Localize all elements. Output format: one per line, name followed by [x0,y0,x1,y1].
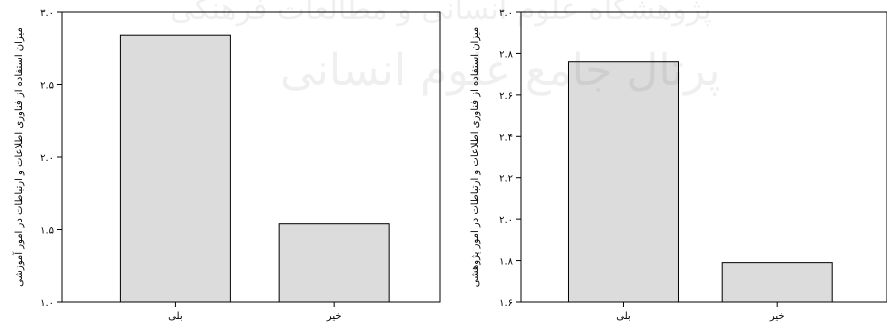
chart-2-plot-frame [520,11,887,303]
chart-2-y-tick-label: ۲.۶ [499,91,513,102]
chart-2-bar-2 [721,262,833,303]
chart-1-y-tick-label: ۲.۵ [40,81,54,92]
chart-1-x-tick-label: بلی [168,311,182,322]
chart-1-y-tick-label: ۲.۰ [40,153,54,164]
chart-2-y-tick-label: ۲.۴ [499,132,513,143]
chart-2-bar-1 [567,61,679,303]
chart-1-x-tick-label: خیر [326,311,342,322]
chart-2-y-tick-label: ۳.۰ [499,8,513,19]
chart-2-y-tick-label: ۲.۲ [499,174,513,185]
chart-2-y-tick-label: ۲.۸ [499,49,514,60]
chart-2-x-tick-label: خیر [769,311,785,322]
chart-1-y-axis-label: میزان استفاده از فناوری اطلاعات و ارتباط… [12,27,25,287]
chart-2-y-tick-label: ۱.۸ [499,257,514,268]
chart-1-y-tick-label: ۱.۵ [40,226,54,237]
chart-2-x-tick-label: بلی [616,311,630,322]
chart-1-bar-1 [119,34,231,303]
chart-1-y-tick-label: ۱.۰ [40,298,54,309]
chart-1-y-tick-label: ۳.۰ [40,8,54,19]
chart-2-y-axis-label: میزان استفاده از فناوری اطلاعات و ارتباط… [470,27,481,287]
chart-1-bar-2 [278,223,390,303]
chart-2-y-tick-label: ۲.۰ [499,215,513,226]
chart-2-y-tick-label: ۱.۶ [499,298,513,309]
